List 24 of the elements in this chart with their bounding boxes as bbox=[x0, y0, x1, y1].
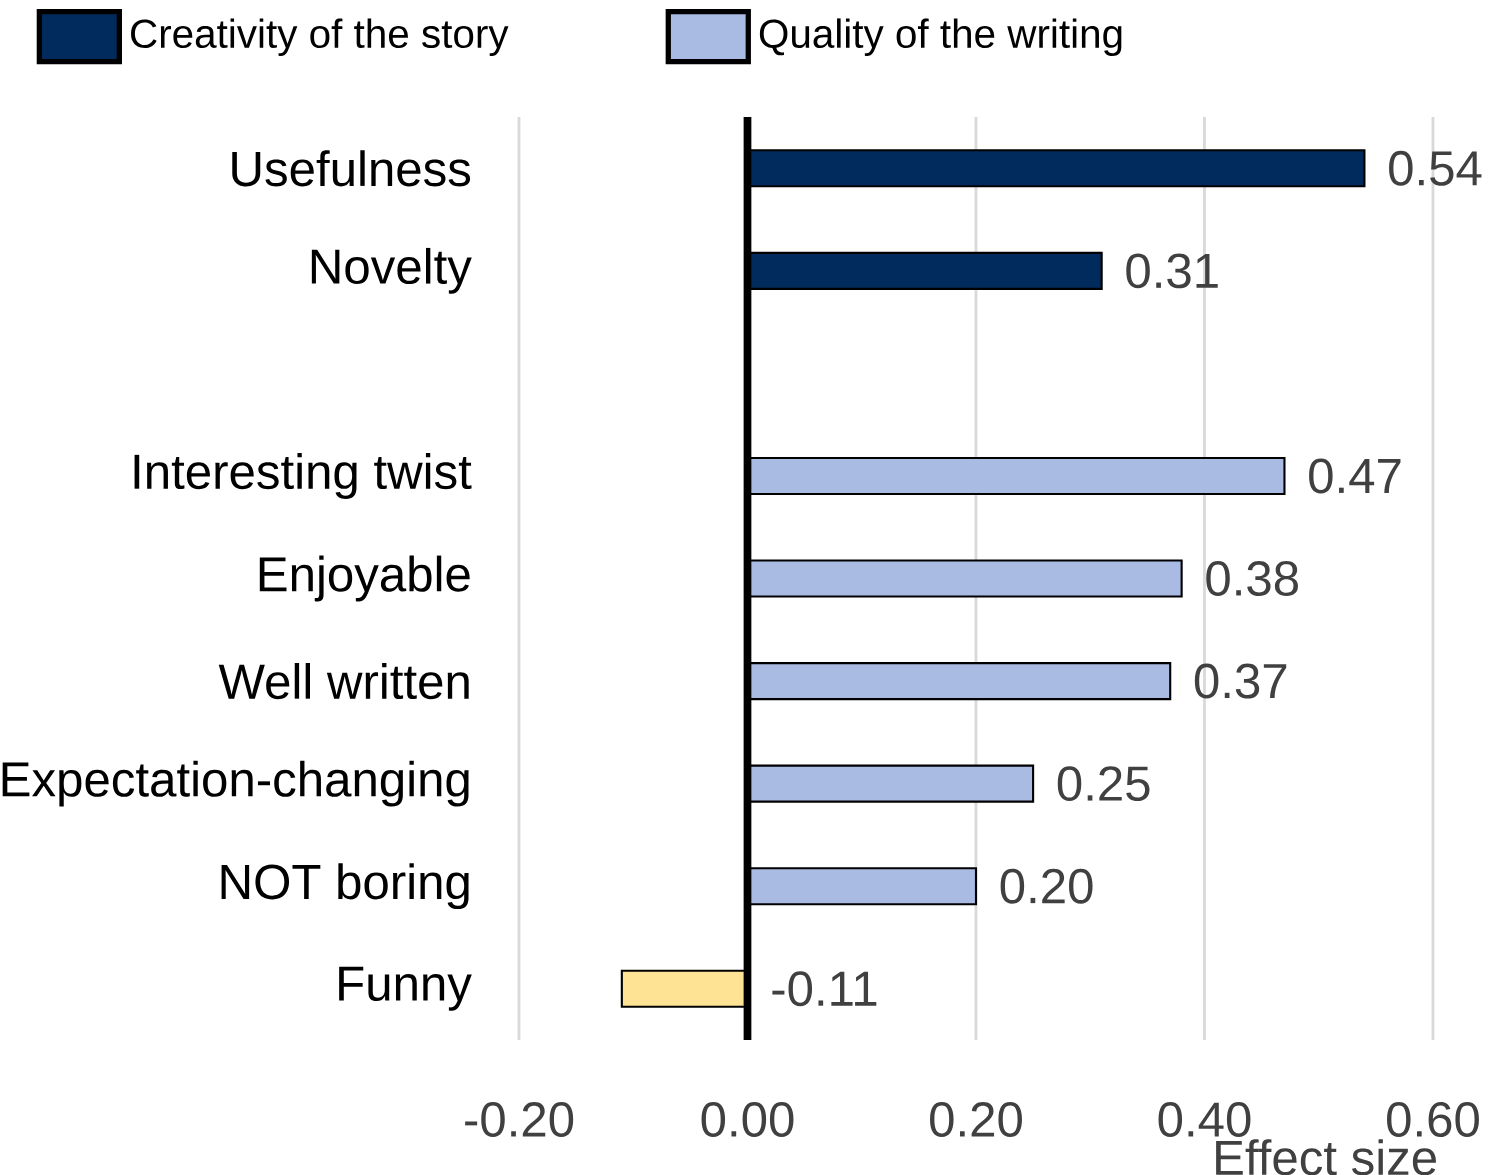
data-label: 0.37 bbox=[1194, 663, 1287, 699]
data-label: -0.11 bbox=[772, 971, 877, 1007]
data-label: 0.54 bbox=[1389, 150, 1482, 186]
x-tick-label: 0.60 bbox=[1387, 1102, 1479, 1137]
legend-label: Creativity of the story bbox=[131, 18, 509, 57]
x-tick-label: -0.20 bbox=[465, 1102, 574, 1137]
y-tick-label: Interesting twist bbox=[134, 453, 472, 499]
y-tick-label: Enjoyable bbox=[259, 555, 470, 602]
x-tick-label: 0.00 bbox=[701, 1102, 794, 1137]
data-label: 0.31 bbox=[1126, 253, 1218, 289]
data-label: 0.38 bbox=[1206, 561, 1298, 596]
y-tick-label: Novelty bbox=[311, 247, 472, 294]
data-label: 0.25 bbox=[1057, 766, 1150, 802]
x-axis-title: Effect size bbox=[1216, 1139, 1436, 1175]
y-tick-label: Expectation-changing bbox=[2, 760, 469, 807]
y-tick-label: Well written bbox=[218, 663, 469, 700]
y-tick-label: Funny bbox=[339, 966, 472, 1011]
data-label: 0.47 bbox=[1309, 458, 1401, 494]
legend-label: Quality of the writing bbox=[759, 18, 1122, 57]
y-tick-label: Usefulness bbox=[232, 150, 471, 187]
x-tick-label: 0.20 bbox=[930, 1102, 1022, 1137]
y-tick-label: NOT boring bbox=[221, 863, 469, 910]
data-label: 0.20 bbox=[1000, 868, 1093, 904]
x-tick-label: 0.40 bbox=[1158, 1102, 1251, 1137]
